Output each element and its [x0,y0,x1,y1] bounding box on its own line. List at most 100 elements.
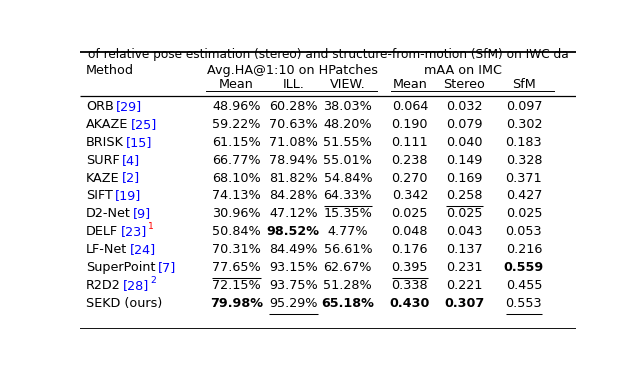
Text: 64.33%: 64.33% [324,189,372,202]
Text: 0.064: 0.064 [392,100,428,113]
Text: 61.15%: 61.15% [212,136,260,149]
Text: 0.307: 0.307 [444,297,484,310]
Text: 65.18%: 65.18% [321,297,374,310]
Text: 0.025: 0.025 [392,208,428,221]
Text: 48.96%: 48.96% [212,100,260,113]
Text: SuperPoint: SuperPoint [86,261,156,274]
Text: 47.12%: 47.12% [269,208,317,221]
Text: 2: 2 [150,276,156,285]
Text: [25]: [25] [131,118,157,131]
Text: 0.430: 0.430 [390,297,430,310]
Text: VIEW.: VIEW. [330,78,365,91]
Text: 0.302: 0.302 [506,118,542,131]
Text: 79.98%: 79.98% [210,297,263,310]
Text: 77.65%: 77.65% [212,261,260,274]
Text: 93.15%: 93.15% [269,261,317,274]
Text: 66.77%: 66.77% [212,154,260,166]
Text: [23]: [23] [120,225,147,238]
Text: 0.553: 0.553 [506,297,542,310]
Text: LF-Net: LF-Net [86,243,127,256]
Text: 15.35%: 15.35% [323,208,372,221]
Text: 0.079: 0.079 [446,118,483,131]
Text: 93.75%: 93.75% [269,279,317,292]
Text: 0.270: 0.270 [392,172,428,185]
Text: 55.01%: 55.01% [323,154,372,166]
Text: 98.52%: 98.52% [267,225,320,238]
Text: 0.258: 0.258 [446,189,483,202]
Text: 0.190: 0.190 [392,118,428,131]
Text: 68.10%: 68.10% [212,172,260,185]
Text: 84.49%: 84.49% [269,243,317,256]
Text: 0.048: 0.048 [392,225,428,238]
Text: DELF: DELF [86,225,118,238]
Text: 0.221: 0.221 [446,279,483,292]
Text: 0.137: 0.137 [446,243,483,256]
Text: 0.231: 0.231 [446,261,483,274]
Text: 0.043: 0.043 [446,225,483,238]
Text: 70.63%: 70.63% [269,118,317,131]
Text: 74.13%: 74.13% [212,189,260,202]
Text: 62.67%: 62.67% [324,261,372,274]
Text: KAZE: KAZE [86,172,120,185]
Text: 0.176: 0.176 [392,243,428,256]
Text: 0.427: 0.427 [506,189,542,202]
Text: 51.28%: 51.28% [323,279,372,292]
Text: 0.040: 0.040 [446,136,483,149]
Text: 59.22%: 59.22% [212,118,260,131]
Text: Mean: Mean [219,78,253,91]
Text: 0.455: 0.455 [506,279,542,292]
Text: 50.84%: 50.84% [212,225,260,238]
Text: 0.395: 0.395 [392,261,428,274]
Text: ORB: ORB [86,100,114,113]
Text: 0.371: 0.371 [506,172,542,185]
Text: 0.025: 0.025 [506,208,542,221]
Text: Method: Method [86,64,134,77]
Text: 0.149: 0.149 [446,154,483,166]
Text: 70.31%: 70.31% [212,243,260,256]
Text: 48.20%: 48.20% [324,118,372,131]
Text: [15]: [15] [126,136,153,149]
Text: Mean: Mean [392,78,428,91]
Text: 0.183: 0.183 [506,136,542,149]
Text: 0.559: 0.559 [504,261,544,274]
Text: 0.342: 0.342 [392,189,428,202]
Text: AKAZE: AKAZE [86,118,129,131]
Text: 4.77%: 4.77% [328,225,368,238]
Text: D2-Net: D2-Net [86,208,131,221]
Text: of relative pose estimation (stereo) and structure-from-motion (SfM) on IWC da: of relative pose estimation (stereo) and… [88,48,568,61]
Text: SURF: SURF [86,154,120,166]
Text: 0.338: 0.338 [392,279,428,292]
Text: 1: 1 [148,222,154,231]
Text: 0.053: 0.053 [506,225,542,238]
Text: BRISK: BRISK [86,136,124,149]
Text: 51.55%: 51.55% [323,136,372,149]
Text: [28]: [28] [123,279,149,292]
Text: 78.94%: 78.94% [269,154,317,166]
Text: 0.216: 0.216 [506,243,542,256]
Text: 0.025: 0.025 [446,208,483,221]
Text: SEKD (ours): SEKD (ours) [86,297,162,310]
Text: [4]: [4] [122,154,140,166]
Text: 38.03%: 38.03% [323,100,372,113]
Text: 0.169: 0.169 [446,172,483,185]
Text: 84.28%: 84.28% [269,189,317,202]
Text: Stereo: Stereo [444,78,485,91]
Text: 0.238: 0.238 [392,154,428,166]
Text: 81.82%: 81.82% [269,172,317,185]
Text: [19]: [19] [115,189,141,202]
Text: Avg.HA@1:10 on HPatches: Avg.HA@1:10 on HPatches [207,64,378,77]
Text: [9]: [9] [133,208,152,221]
Text: 30.96%: 30.96% [212,208,260,221]
Text: mAA on IMC: mAA on IMC [424,64,502,77]
Text: [29]: [29] [116,100,142,113]
Text: 60.28%: 60.28% [269,100,317,113]
Text: R2D2: R2D2 [86,279,121,292]
Text: SfM: SfM [512,78,536,91]
Text: 71.08%: 71.08% [269,136,317,149]
Text: 0.328: 0.328 [506,154,542,166]
Text: 56.61%: 56.61% [324,243,372,256]
Text: [2]: [2] [122,172,140,185]
Text: 0.032: 0.032 [446,100,483,113]
Text: ILL.: ILL. [282,78,304,91]
Text: [7]: [7] [158,261,176,274]
